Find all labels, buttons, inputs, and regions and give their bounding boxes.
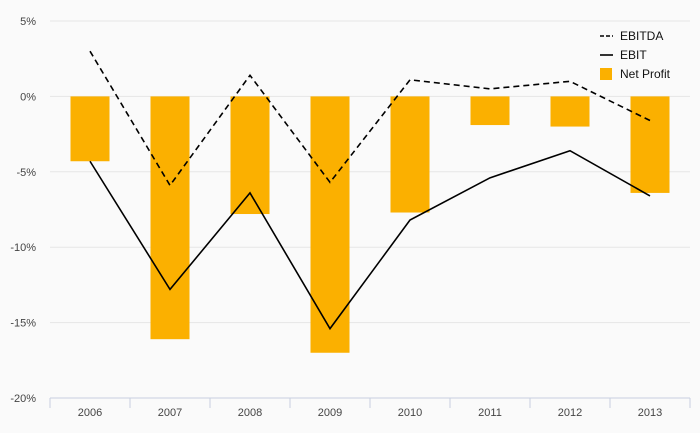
grid-lines xyxy=(50,20,690,324)
y-axis-ticks: 5% 0% -5% -10% -15% -20% xyxy=(10,16,36,405)
legend: EBITDA EBIT Net Profit xyxy=(600,29,671,81)
ebitda-line xyxy=(89,50,651,187)
x-tick-label: 2011 xyxy=(478,407,502,419)
x-tick-label: 2010 xyxy=(398,407,422,419)
legend-label-ebit: EBIT xyxy=(620,48,647,62)
net-profit-bar xyxy=(630,96,670,193)
y-tick-label: -5% xyxy=(16,167,36,179)
net-profit-bar xyxy=(470,96,510,126)
x-tick-label: 2012 xyxy=(558,407,582,419)
line-series xyxy=(89,50,651,331)
legend-label-net-profit: Net Profit xyxy=(620,67,671,81)
x-tick-label: 2007 xyxy=(158,407,182,419)
legend-label-ebitda: EBITDA xyxy=(620,29,663,43)
x-axis-ticks: 2006 2007 2008 2009 2010 2011 2012 2013 xyxy=(78,407,662,419)
axes xyxy=(49,397,691,408)
x-tick-label: 2006 xyxy=(78,407,102,419)
net-profit-bar xyxy=(310,96,350,353)
x-tick-label: 2008 xyxy=(238,407,262,419)
net-profit-bar xyxy=(230,96,270,215)
y-tick-label: 5% xyxy=(20,16,36,28)
x-tick-label: 2013 xyxy=(638,407,662,419)
net-profit-bar xyxy=(70,96,110,162)
net-profit-bar xyxy=(150,96,190,340)
ebit-line xyxy=(89,149,651,331)
net-profit-bar xyxy=(390,96,430,213)
net-profit-bars xyxy=(70,96,670,353)
y-tick-label: -20% xyxy=(10,393,36,405)
x-tick-label: 2009 xyxy=(318,407,342,419)
legend-symbol-net-profit xyxy=(600,68,612,80)
y-tick-label: -15% xyxy=(10,318,36,330)
y-tick-label: 0% xyxy=(20,91,36,103)
y-tick-label: -10% xyxy=(10,242,36,254)
net-profit-bar xyxy=(550,96,590,127)
